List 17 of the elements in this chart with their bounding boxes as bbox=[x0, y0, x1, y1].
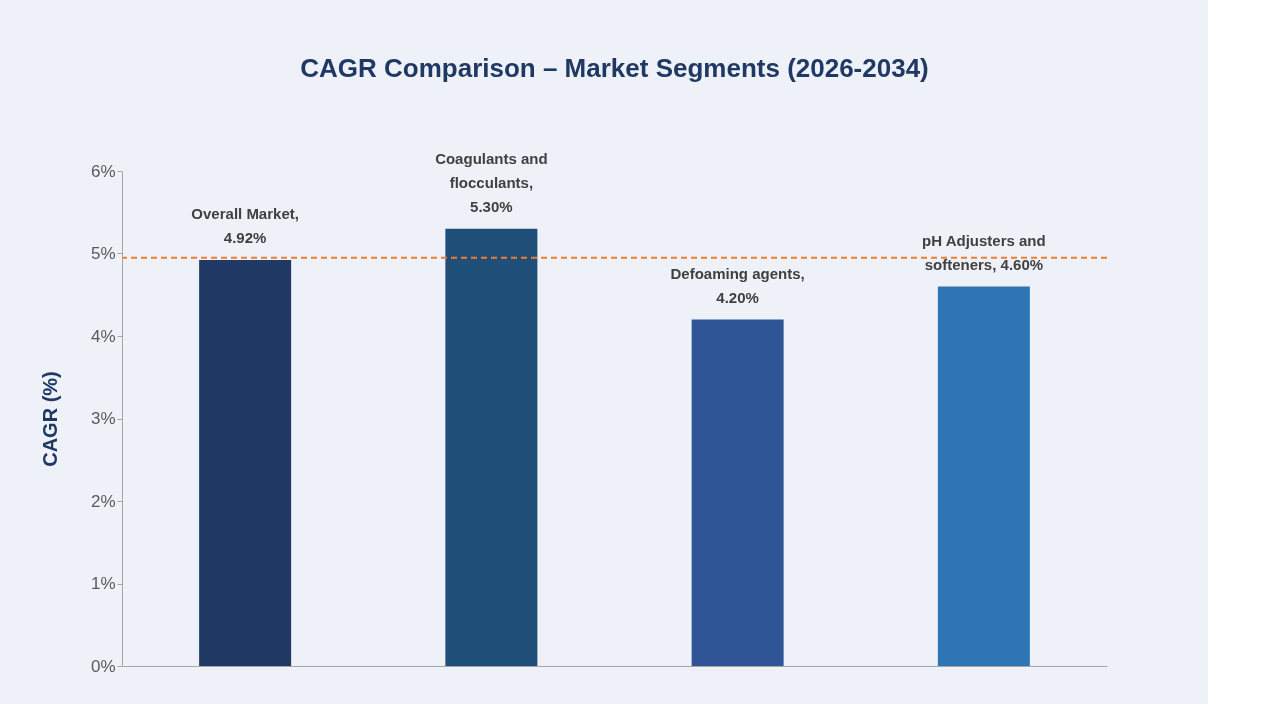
y-tick-label: 4% bbox=[90, 326, 116, 346]
data-label: pH Adjusters and softeners, 4.60% bbox=[922, 231, 1046, 273]
y-tick-label: 1% bbox=[90, 574, 116, 593]
y-tick-label: 0% bbox=[90, 656, 116, 676]
y-tick-label: 6% bbox=[90, 161, 116, 181]
y-tick-label: 5% bbox=[90, 244, 116, 263]
bar bbox=[937, 286, 1030, 666]
bar bbox=[199, 260, 292, 666]
bar bbox=[445, 228, 538, 666]
chart-title: CAGR Comparison – Market Segments (2026-2034) bbox=[300, 52, 929, 83]
data-label: Coagulants and flocculants, 5.30% bbox=[435, 149, 548, 215]
y-tick-label: 3% bbox=[90, 409, 116, 428]
data-label: Defoaming agents, 4.20% bbox=[670, 264, 805, 306]
data-label: Overall Market, 4.92% bbox=[191, 205, 299, 247]
y-tick-label: 2% bbox=[90, 491, 116, 511]
y-axis-title: CAGR (%) bbox=[38, 371, 61, 467]
bar bbox=[691, 319, 784, 666]
